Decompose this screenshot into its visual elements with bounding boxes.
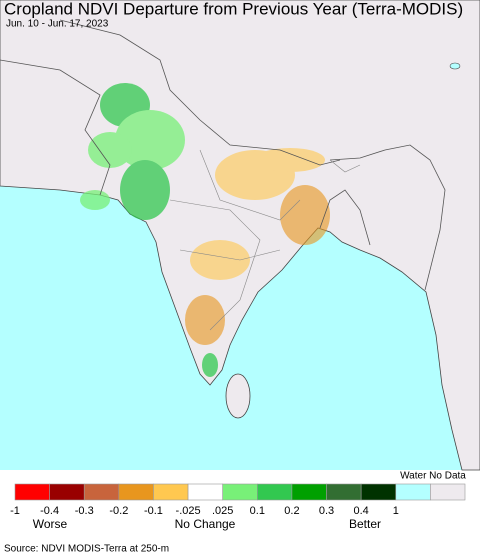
legend-swatch xyxy=(118,483,154,501)
legend-swatch xyxy=(222,483,258,501)
lake xyxy=(449,62,461,70)
legend-tick-label: -1 xyxy=(10,505,20,517)
legend-tick-label: -0.1 xyxy=(144,505,163,517)
legend-tick-label: 1 xyxy=(393,505,399,517)
worse-label: Worse xyxy=(33,517,68,531)
legend-tick-label: .025 xyxy=(212,505,233,517)
legend-swatch xyxy=(291,483,327,501)
water-no-data-label: Water No Data xyxy=(400,471,466,482)
orange-patches xyxy=(185,148,330,345)
legend: -1 -0.4 -0.3 -0.2 -0.1 -.025 .025 0.1 0.2 0.3 0.4 1 xyxy=(10,483,466,517)
borders xyxy=(0,19,446,331)
legend-swatch xyxy=(83,483,120,501)
legend-swatch xyxy=(430,483,466,501)
legend-swatch xyxy=(395,483,431,501)
sri-lanka xyxy=(225,373,251,419)
legend-tick-label: 0.3 xyxy=(319,505,334,517)
no-change-label: No Change xyxy=(175,517,236,531)
legend-swatch xyxy=(187,483,223,501)
legend-tick-label: -0.4 xyxy=(40,505,59,517)
legend-swatch xyxy=(257,483,293,501)
legend-tick-label: 0.2 xyxy=(284,505,299,517)
legend-tick-label: 0.1 xyxy=(250,505,265,517)
legend-tick-label: 0.4 xyxy=(354,505,369,517)
legend-swatch xyxy=(14,483,50,501)
source: Source: NDVI MODIS-Terra at 250-m xyxy=(4,544,169,555)
legend-tick-label: -0.2 xyxy=(109,505,128,517)
legend-swatch xyxy=(49,483,85,501)
green-patches xyxy=(80,83,218,377)
subtitle: Jun. 10 - Jun. 17, 2023 xyxy=(6,19,109,30)
legend-tick-label: -.025 xyxy=(176,505,201,517)
legend-swatch xyxy=(360,483,397,501)
legend-tick-label: -0.3 xyxy=(75,505,94,517)
title: Cropland NDVI Departure from Previous Ye… xyxy=(4,0,463,18)
legend-swatch xyxy=(326,483,362,501)
better-label: Better xyxy=(349,517,381,531)
map xyxy=(0,0,480,471)
legend-swatch xyxy=(153,483,189,501)
